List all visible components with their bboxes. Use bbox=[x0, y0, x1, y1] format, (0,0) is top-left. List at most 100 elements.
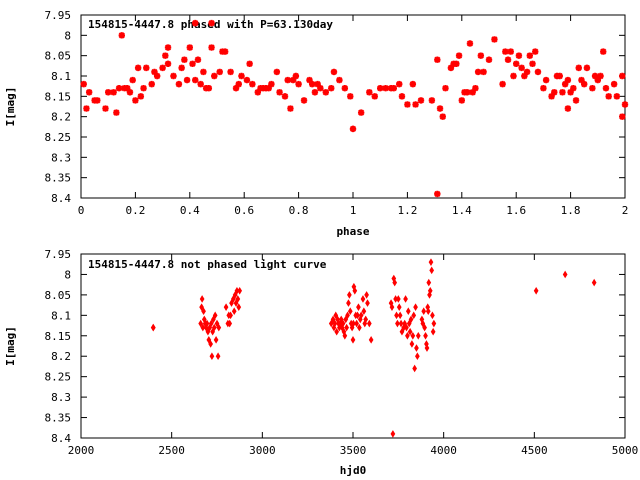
data-point bbox=[346, 299, 351, 307]
data-point bbox=[192, 19, 199, 27]
data-point bbox=[407, 327, 413, 336]
x-tick-label: 3500 bbox=[340, 444, 367, 457]
data-point bbox=[421, 307, 427, 316]
plot-frame bbox=[80, 253, 626, 439]
data-point bbox=[115, 85, 123, 92]
data-point bbox=[533, 286, 539, 295]
data-point bbox=[243, 76, 251, 84]
data-point bbox=[474, 68, 482, 76]
data-point bbox=[510, 72, 517, 80]
data-point bbox=[227, 319, 233, 328]
data-point bbox=[602, 85, 610, 92]
data-point bbox=[317, 85, 324, 92]
data-point bbox=[246, 60, 253, 67]
data-point bbox=[216, 323, 222, 332]
data-point bbox=[341, 85, 349, 92]
data-point bbox=[209, 352, 215, 361]
data-point bbox=[212, 311, 218, 320]
data-point bbox=[417, 97, 425, 104]
data-point bbox=[300, 97, 308, 104]
x-tick-label: 5000 bbox=[612, 444, 639, 457]
data-point bbox=[231, 307, 237, 316]
data-point bbox=[148, 80, 155, 88]
data-point bbox=[396, 303, 402, 311]
data-point bbox=[424, 344, 430, 352]
y-axis-label: I[mag] bbox=[4, 326, 17, 366]
y-tick-label: 8.25 bbox=[45, 131, 72, 144]
data-point bbox=[415, 331, 421, 340]
data-point bbox=[281, 93, 289, 100]
data-point bbox=[342, 331, 348, 340]
data-point bbox=[410, 331, 416, 340]
y-tick-label: 8.05 bbox=[45, 50, 72, 63]
data-point bbox=[414, 344, 419, 352]
data-point bbox=[198, 319, 204, 328]
data-point bbox=[366, 89, 373, 96]
data-point bbox=[83, 105, 90, 112]
x-tick-label: 2 bbox=[622, 204, 629, 217]
data-point bbox=[214, 319, 220, 328]
data-point bbox=[110, 89, 117, 96]
data-point bbox=[330, 68, 338, 76]
data-point bbox=[365, 299, 370, 307]
data-point bbox=[521, 72, 528, 80]
data-point bbox=[351, 319, 356, 328]
data-point bbox=[357, 109, 365, 116]
data-point bbox=[192, 76, 199, 84]
data-point bbox=[472, 85, 479, 92]
y-tick-label: 8.15 bbox=[45, 90, 72, 103]
data-point bbox=[330, 315, 336, 324]
data-point bbox=[434, 56, 441, 63]
data-point bbox=[129, 76, 136, 84]
data-point bbox=[402, 319, 408, 328]
data-point bbox=[504, 56, 512, 63]
data-point bbox=[164, 60, 172, 67]
data-point bbox=[515, 52, 523, 59]
data-point bbox=[332, 319, 338, 328]
data-point bbox=[368, 336, 374, 344]
data-point bbox=[343, 315, 349, 324]
data-point bbox=[338, 315, 344, 324]
data-point bbox=[356, 323, 362, 332]
y-tick-label: 8.05 bbox=[45, 289, 72, 302]
data-point bbox=[273, 68, 281, 76]
data-point bbox=[442, 85, 449, 92]
x-tick-label: 1.2 bbox=[397, 204, 417, 217]
data-point bbox=[336, 76, 343, 84]
data-point bbox=[423, 331, 428, 340]
data-point bbox=[143, 64, 150, 72]
data-point bbox=[181, 56, 188, 63]
data-point bbox=[502, 48, 509, 55]
data-point bbox=[480, 68, 487, 76]
data-point bbox=[397, 311, 403, 320]
data-point bbox=[408, 315, 414, 324]
data-point bbox=[236, 303, 242, 311]
data-point bbox=[453, 60, 460, 67]
data-point bbox=[377, 85, 384, 92]
data-point bbox=[425, 307, 431, 316]
data-point bbox=[328, 85, 335, 92]
y-tick-label: 8.4 bbox=[51, 192, 71, 205]
y-tick-label: 8.2 bbox=[51, 350, 71, 363]
data-point bbox=[405, 307, 411, 316]
data-point bbox=[499, 80, 506, 88]
y-tick-label: 8.1 bbox=[51, 70, 71, 83]
data-point bbox=[238, 72, 245, 80]
x-tick-label: 0.8 bbox=[289, 204, 309, 217]
data-point bbox=[564, 76, 572, 84]
data-point bbox=[406, 319, 412, 328]
data-point bbox=[390, 430, 396, 438]
data-point bbox=[178, 64, 185, 72]
data-point bbox=[237, 286, 243, 295]
data-point bbox=[382, 85, 389, 92]
data-point bbox=[394, 311, 399, 320]
data-point bbox=[208, 44, 215, 51]
data-point bbox=[411, 311, 417, 320]
y-tick-label: 8.1 bbox=[51, 309, 71, 322]
data-point bbox=[389, 303, 395, 311]
data-point bbox=[570, 85, 577, 92]
data-point bbox=[347, 93, 354, 100]
data-point bbox=[134, 64, 142, 72]
data-point bbox=[289, 76, 297, 84]
